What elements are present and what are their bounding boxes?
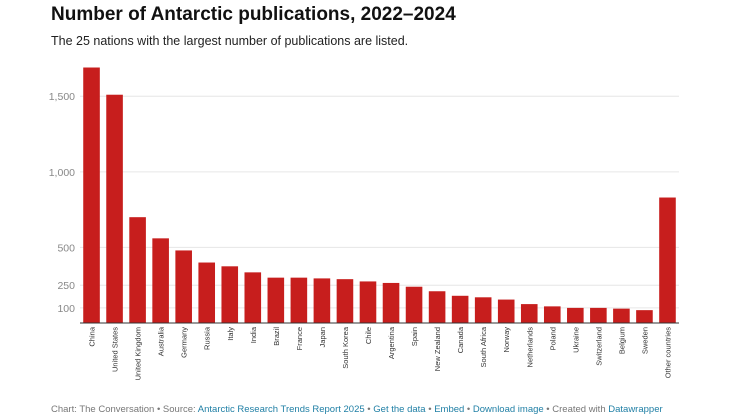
x-tick-label: United States bbox=[111, 327, 120, 372]
bar bbox=[198, 262, 216, 323]
bar bbox=[428, 291, 446, 323]
x-tick-label: Canada bbox=[456, 326, 465, 353]
bar bbox=[129, 217, 146, 323]
embed-link[interactable]: Embed bbox=[434, 404, 465, 415]
bar-chart: 100 250 500 1,000 1,500 China United States Un… bbox=[49, 67, 679, 380]
y-tick-label: 500 bbox=[57, 242, 75, 254]
x-tick-label: Other countries bbox=[663, 327, 672, 379]
y-tick-label: 100 bbox=[57, 303, 75, 315]
x-tick-label: Chile bbox=[364, 327, 373, 344]
bar bbox=[244, 272, 262, 323]
bar bbox=[83, 67, 100, 323]
bar bbox=[543, 306, 561, 323]
chart-credit: Chart: The Conversation bbox=[51, 404, 155, 415]
bar bbox=[152, 238, 169, 323]
x-tick-label: Argentina bbox=[387, 326, 396, 359]
bar bbox=[567, 307, 584, 323]
bar bbox=[106, 94, 123, 323]
download-image-link[interactable]: Download image bbox=[472, 404, 544, 415]
bar bbox=[520, 304, 538, 323]
y-tick-label: 1,500 bbox=[49, 91, 75, 103]
y-tick-label: 1,000 bbox=[49, 167, 75, 179]
x-tick-label: India bbox=[249, 326, 258, 343]
bar bbox=[590, 307, 607, 323]
x-tick-label: Brazil bbox=[272, 327, 281, 346]
x-tick-label: Belgium bbox=[617, 327, 626, 354]
bar bbox=[267, 277, 285, 323]
bar bbox=[359, 281, 377, 323]
footer-separator: • bbox=[464, 404, 473, 415]
x-tick-label: New Zealand bbox=[433, 327, 442, 371]
bar bbox=[474, 297, 492, 323]
x-tick-label: Norway bbox=[502, 327, 511, 353]
x-tick-label: China bbox=[88, 326, 97, 346]
x-tick-label: Sweden bbox=[640, 327, 649, 354]
x-tick-label: Poland bbox=[548, 327, 557, 350]
chart-footer: Chart: The Conversation • Source: Antarc… bbox=[51, 404, 663, 415]
bar bbox=[497, 299, 515, 323]
x-tick-label: Japan bbox=[318, 327, 327, 347]
bar bbox=[405, 286, 423, 323]
get-data-link[interactable]: Get the data bbox=[373, 404, 426, 415]
y-tick-label: 250 bbox=[57, 280, 75, 292]
footer-separator: • bbox=[364, 404, 374, 415]
x-tick-label: Germany bbox=[180, 327, 189, 358]
chart-title: Number of Antarctic publications, 2022–2… bbox=[51, 4, 456, 25]
x-tick-label: Spain bbox=[410, 327, 419, 346]
x-tick-label: Switzerland bbox=[594, 327, 603, 366]
bar bbox=[175, 250, 192, 323]
x-tick-label: Ukraine bbox=[571, 327, 580, 353]
source-link[interactable]: Antarctic Research Trends Report 2025 bbox=[197, 404, 365, 415]
x-tick-label: Australia bbox=[157, 326, 166, 356]
bar bbox=[451, 295, 469, 323]
footer-separator: • bbox=[425, 404, 435, 415]
bar bbox=[659, 197, 676, 323]
x-axis-tick-labels: China United States United Kingdom Australi… bbox=[88, 326, 673, 380]
bar bbox=[613, 308, 630, 323]
bars bbox=[83, 67, 676, 323]
x-tick-label: Russia bbox=[203, 326, 212, 350]
x-tick-label: Netherlands bbox=[525, 327, 534, 368]
bar bbox=[382, 282, 400, 323]
footer-separator: • Source: bbox=[154, 404, 198, 415]
footer-separator: • Created with bbox=[543, 404, 609, 415]
x-tick-label: South Korea bbox=[341, 326, 350, 369]
chart-subtitle: The 25 nations with the largest number o… bbox=[51, 34, 409, 48]
bar bbox=[336, 279, 354, 323]
bar bbox=[636, 310, 653, 323]
x-tick-label: United Kingdom bbox=[134, 327, 143, 380]
x-tick-label: South Africa bbox=[479, 326, 488, 367]
x-tick-label: Italy bbox=[226, 327, 235, 341]
bar bbox=[221, 266, 239, 323]
gridlines bbox=[80, 95, 679, 309]
bar bbox=[313, 278, 331, 323]
y-axis-tick-labels: 100 250 500 1,000 1,500 bbox=[49, 91, 75, 315]
x-tick-label: France bbox=[295, 327, 304, 350]
datawrapper-link[interactable]: Datawrapper bbox=[608, 404, 663, 415]
bar bbox=[290, 277, 308, 323]
